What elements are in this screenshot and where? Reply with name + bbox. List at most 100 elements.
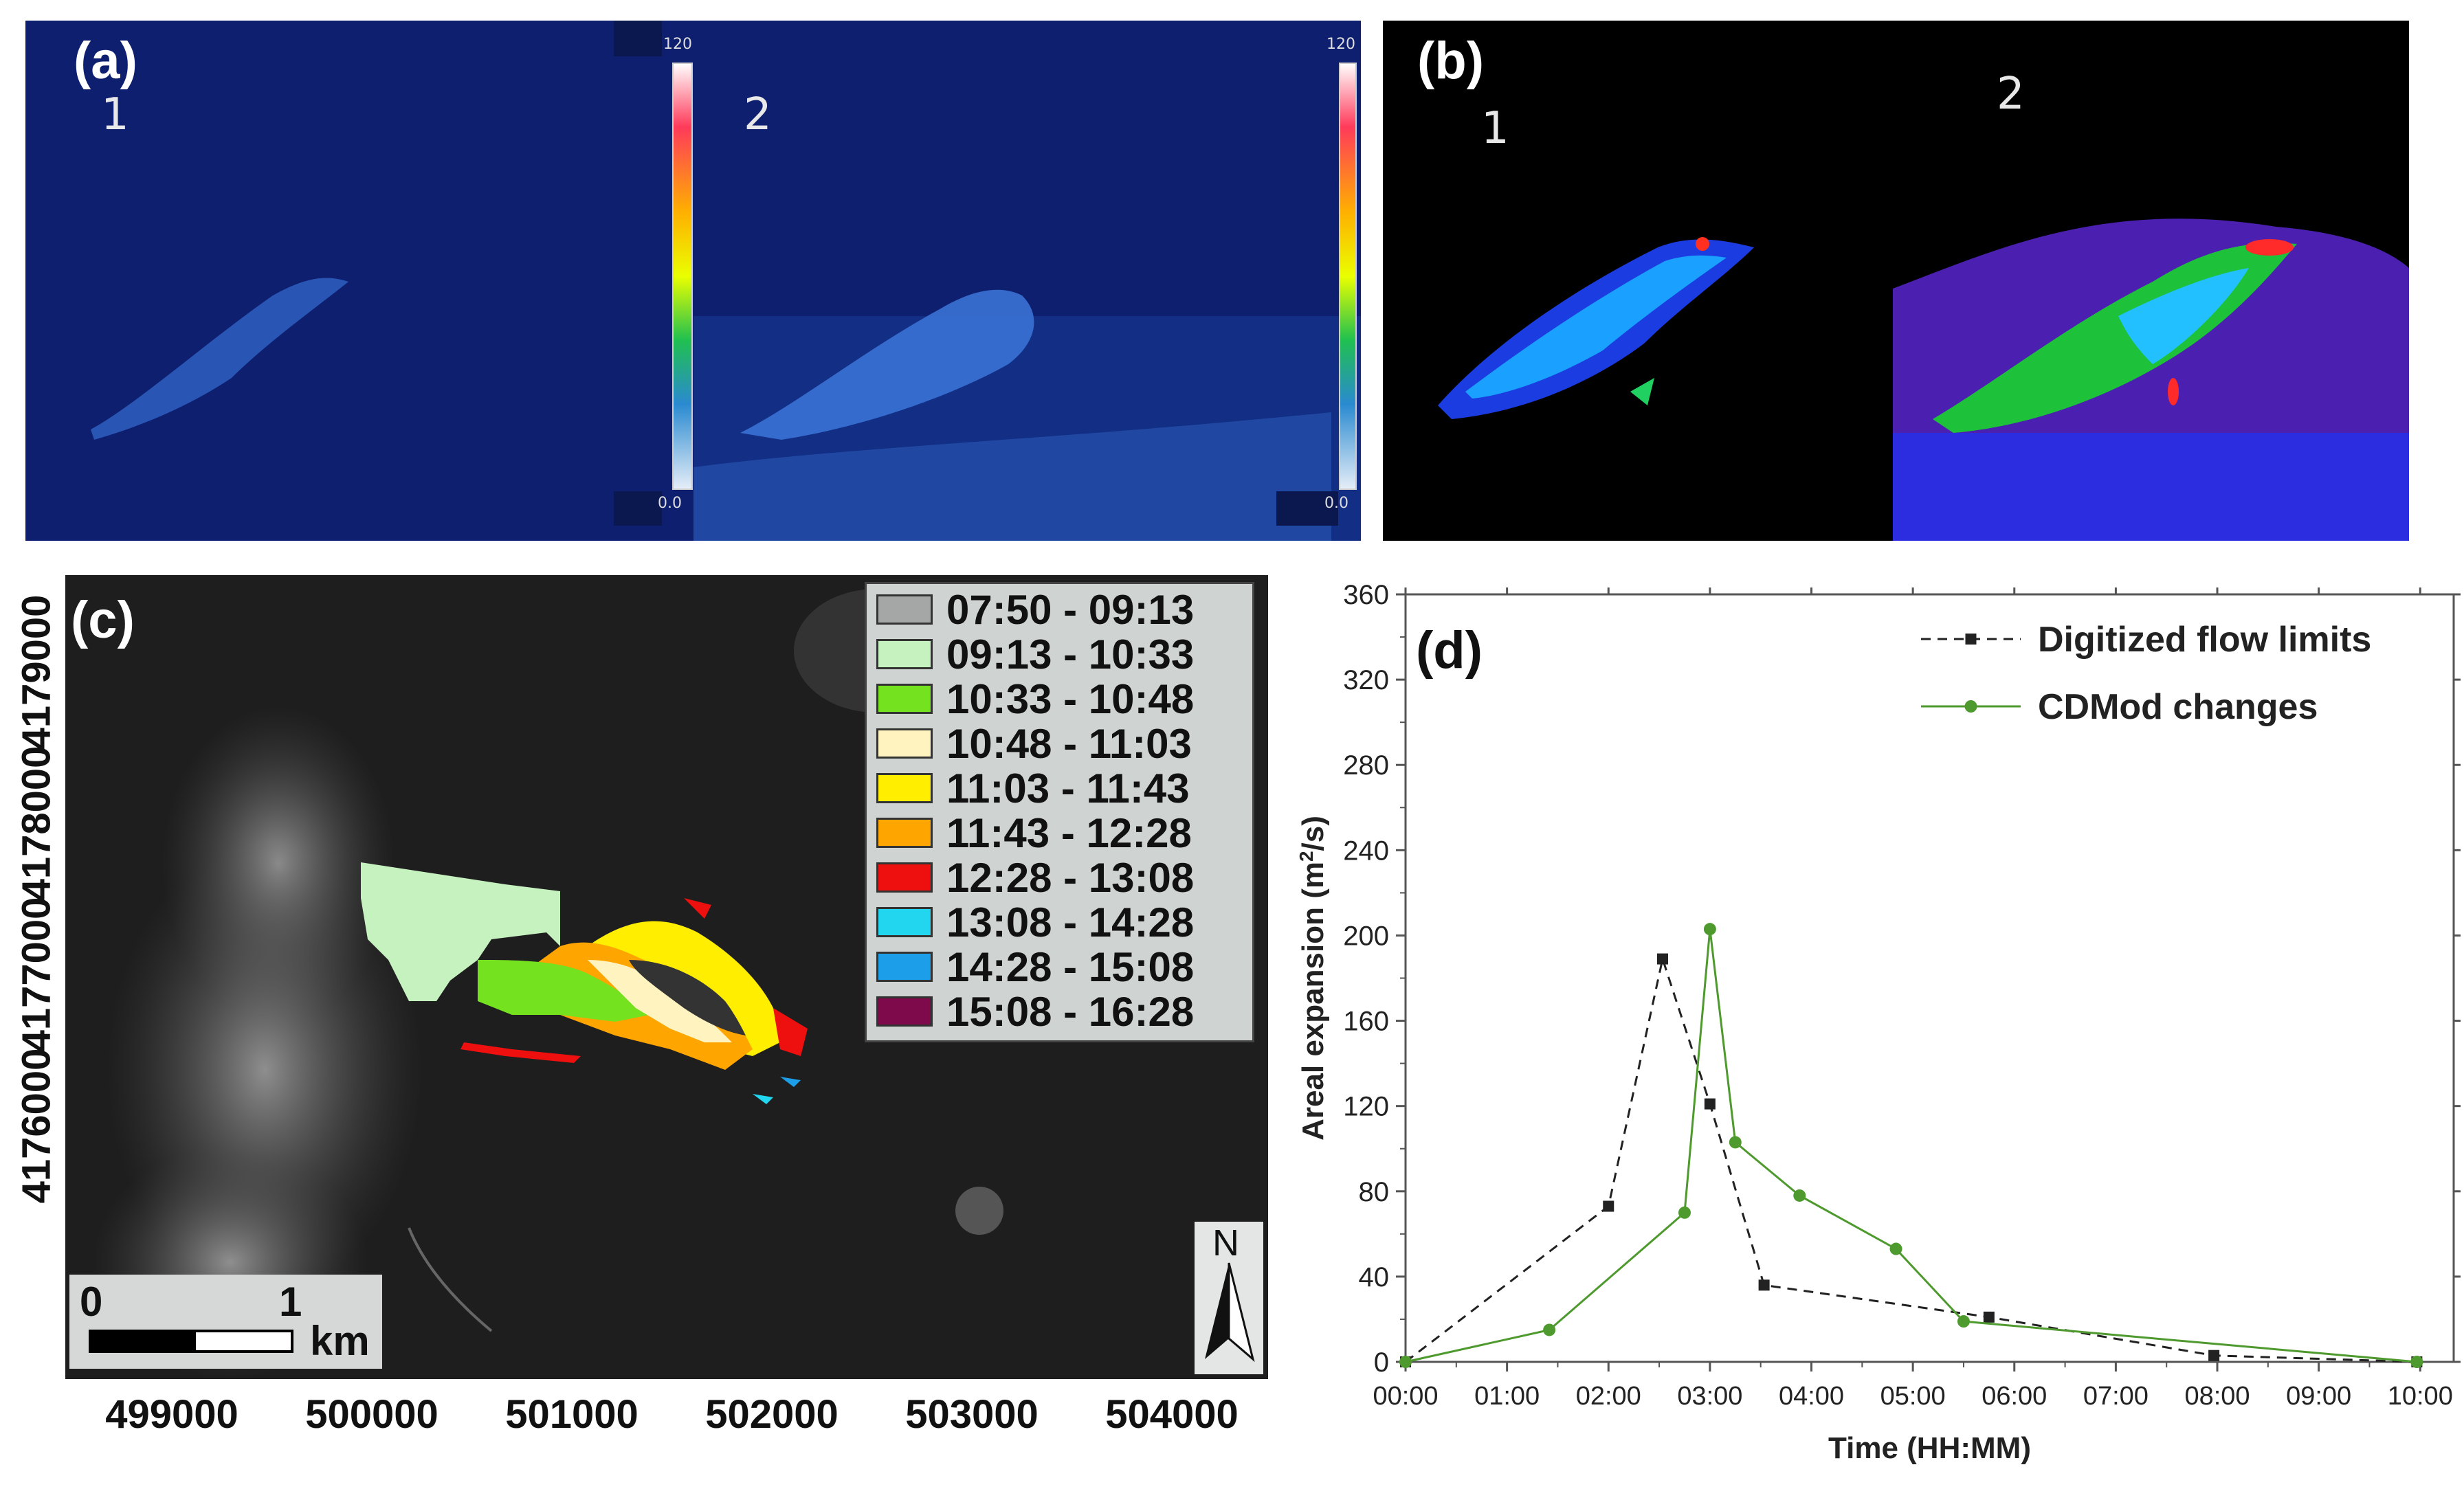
- map-x-tick-label: 499000: [105, 1392, 238, 1437]
- x-axis-title: Time (HH:MM): [1828, 1431, 2031, 1465]
- legend-marker: [1964, 700, 1977, 713]
- legend-label: 11:43 - 12:28: [946, 809, 1192, 856]
- panel-a: (a) 1 2 120 0.0 120 0.0: [25, 21, 1361, 541]
- lava-flow-1228-1308: [773, 1008, 808, 1056]
- scale-unit: km: [310, 1318, 370, 1364]
- north-arrow: N: [1195, 1222, 1263, 1374]
- panel-b-heat-image: [1438, 219, 2409, 541]
- data-point: [1983, 1311, 1995, 1323]
- y-tick-label: 320: [1343, 665, 1389, 695]
- legend-item: 12:28 - 13:08: [876, 855, 1194, 901]
- legend-swatch: [876, 952, 933, 982]
- data-point: [1793, 1189, 1806, 1202]
- legend-item: 13:08 - 14:28: [876, 899, 1194, 945]
- map-x-tick-label: 501000: [505, 1392, 639, 1437]
- data-point: [1758, 1279, 1770, 1291]
- legend-swatch: [876, 684, 933, 714]
- y-tick-label: 40: [1359, 1262, 1390, 1292]
- legend-item: 09:13 - 10:33: [876, 631, 1194, 678]
- x-tick-label: 04:00: [1779, 1382, 1844, 1411]
- x-tick-label: 05:00: [1880, 1382, 1946, 1411]
- colorbar-1-min: 0.0: [658, 495, 682, 512]
- panel-c-satellite-map: [93, 589, 1003, 1379]
- data-point: [2410, 1356, 2423, 1368]
- y-axis-title: Areal expansion (m2/s): [1296, 816, 1331, 1141]
- lava-flow-1033-1048: [478, 960, 650, 1022]
- data-point: [1603, 1200, 1614, 1212]
- legend-swatch: [876, 773, 933, 803]
- data-point: [1656, 953, 1668, 965]
- north-arrow-icon: [1205, 1262, 1255, 1363]
- legend-label: 14:28 - 15:08: [946, 943, 1195, 990]
- colorbar-1-max: 120: [663, 36, 692, 53]
- y-tick-label: 0: [1374, 1347, 1389, 1378]
- y-tick-label: 160: [1343, 1007, 1389, 1037]
- legend-label: 07:50 - 09:13: [946, 586, 1195, 633]
- lava-flow-0913-1033: [361, 862, 560, 1001]
- scale-bar: 0 1 km: [69, 1275, 382, 1369]
- legend-item: 15:08 - 16:28: [876, 989, 1194, 1035]
- x-tick-label: 01:00: [1474, 1382, 1540, 1411]
- y-tick-label: 280: [1343, 750, 1389, 781]
- panel-a-frame-1-number: 1: [101, 89, 129, 140]
- legend-label: Digitized flow limits: [2038, 620, 2371, 660]
- legend-swatch: [876, 728, 933, 759]
- legend-label: 12:28 - 13:08: [946, 854, 1195, 901]
- legend-item: 11:43 - 12:28: [876, 810, 1192, 856]
- data-point: [1729, 1136, 1742, 1149]
- data-point: [1889, 1242, 1902, 1255]
- legend-marker: [1965, 634, 1977, 645]
- lava-flow-1308-1428: [753, 1094, 773, 1104]
- map-x-tick-label: 502000: [705, 1392, 839, 1437]
- legend-label: 15:08 - 16:28: [946, 988, 1195, 1035]
- data-point: [2208, 1350, 2220, 1361]
- legend-label: 10:33 - 10:48: [946, 675, 1195, 722]
- legend-item: 10:33 - 10:48: [876, 676, 1194, 722]
- y-tick-label: 200: [1343, 921, 1389, 951]
- frame1-lava-flow: [91, 278, 348, 440]
- x-tick-label: 06:00: [1982, 1382, 2047, 1411]
- y-tick-label: 360: [1343, 580, 1389, 610]
- panel-c: (c): [65, 575, 1268, 1379]
- x-tick-label: 09:00: [2286, 1382, 2351, 1411]
- x-tick-label: 03:00: [1677, 1382, 1742, 1411]
- x-tick-label: 02:00: [1576, 1382, 1641, 1411]
- panel-d-line-chart: 0 40 80 120 160 200 240 280 320 360 00:00 01:00 02:0…: [1296, 580, 2461, 1465]
- legend-swatch: [876, 818, 933, 848]
- panel-c-label: (c): [71, 591, 135, 649]
- x-tick-label: 00:00: [1373, 1382, 1438, 1411]
- legend-item: 14:28 - 15:08: [876, 944, 1194, 990]
- y-tick-label: 80: [1359, 1177, 1390, 1207]
- legend-swatch: [876, 594, 933, 625]
- plot-frame: [1404, 593, 2455, 1363]
- map-y-tick-label: 4176000: [14, 1048, 59, 1204]
- legend-label: 10:48 - 11:03: [946, 720, 1192, 767]
- scale-bar-black: [89, 1330, 193, 1353]
- data-point: [1399, 1356, 1412, 1368]
- colorbar-2-min: 0.0: [1324, 495, 1348, 512]
- legend-swatch: [876, 639, 933, 669]
- legend-label: 11:03 - 11:43: [946, 765, 1190, 811]
- map-x-tick-label: 503000: [905, 1392, 1039, 1437]
- scale-bar-white: [193, 1330, 293, 1353]
- panel-b: (b) 1 2: [1383, 21, 2409, 541]
- data-point: [1704, 1098, 1716, 1110]
- panel-a-thermal-image: [91, 21, 1361, 541]
- legend-swatch: [876, 996, 933, 1027]
- x-tick-label: 07:00: [2083, 1382, 2149, 1411]
- legend-item: 07:50 - 09:13: [876, 587, 1194, 633]
- y-tick-label: 120: [1343, 1092, 1389, 1122]
- colorbar-2-max: 120: [1327, 36, 1355, 53]
- legend-swatch: [876, 907, 933, 937]
- data-point: [1678, 1206, 1691, 1219]
- panel-c-legend: 07:50 - 09:13 09:13 - 10:33 10:33 - 10:48 1…: [865, 582, 1254, 1042]
- legend-item: 11:03 - 11:43: [876, 765, 1190, 811]
- y-tick-label: 240: [1343, 836, 1389, 866]
- scale-end-label: 1: [279, 1279, 302, 1325]
- frame2-lava-flow: [740, 289, 1034, 440]
- panel-a-frame-2-number: 2: [744, 89, 772, 140]
- frame2-colorbar: [1339, 63, 1357, 490]
- legend-label: 09:13 - 10:33: [946, 631, 1195, 678]
- data-point: [1543, 1323, 1556, 1336]
- legend-label: CDMod changes: [2038, 687, 2318, 727]
